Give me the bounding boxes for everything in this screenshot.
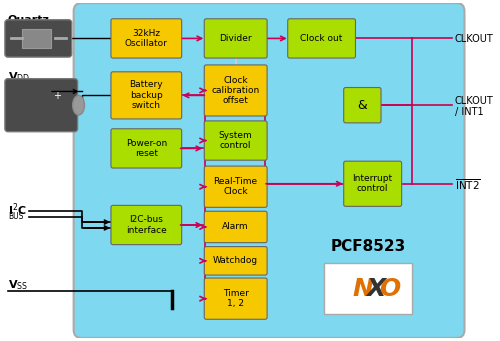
Text: Clock
calibration
offset: Clock calibration offset: [212, 76, 260, 105]
Text: Watchdog: Watchdog: [213, 256, 258, 265]
Text: 32kHz
Oscillator: 32kHz Oscillator: [125, 29, 168, 48]
FancyBboxPatch shape: [204, 211, 267, 243]
Text: Timer
1, 2: Timer 1, 2: [222, 289, 248, 308]
Text: Quartz: Quartz: [8, 15, 50, 25]
FancyBboxPatch shape: [324, 263, 412, 314]
FancyBboxPatch shape: [204, 166, 267, 207]
Text: &: &: [358, 99, 367, 112]
Text: CLKOUT: CLKOUT: [454, 96, 494, 106]
FancyBboxPatch shape: [5, 20, 71, 57]
FancyBboxPatch shape: [288, 19, 356, 58]
Text: Clock out: Clock out: [300, 34, 343, 43]
FancyBboxPatch shape: [111, 129, 182, 168]
Text: Interrupt
control: Interrupt control: [352, 174, 393, 193]
FancyBboxPatch shape: [111, 72, 182, 119]
FancyBboxPatch shape: [344, 161, 402, 206]
Text: Power-on
reset: Power-on reset: [126, 139, 167, 158]
Text: PCF8523: PCF8523: [330, 239, 406, 254]
FancyBboxPatch shape: [344, 88, 381, 123]
FancyBboxPatch shape: [111, 205, 182, 244]
Text: / INT1: / INT1: [454, 107, 484, 117]
Text: +: +: [53, 91, 61, 102]
FancyBboxPatch shape: [74, 3, 464, 338]
FancyBboxPatch shape: [204, 247, 267, 275]
FancyBboxPatch shape: [5, 79, 78, 132]
FancyBboxPatch shape: [204, 19, 267, 58]
Text: I2C-bus
interface: I2C-bus interface: [126, 215, 166, 235]
Text: I$^2$C: I$^2$C: [8, 202, 26, 218]
Ellipse shape: [72, 95, 85, 115]
Text: Alarm: Alarm: [222, 222, 249, 232]
Text: Battery
backup
switch: Battery backup switch: [130, 80, 163, 110]
FancyBboxPatch shape: [204, 278, 267, 319]
Bar: [22, 29, 51, 48]
Text: System
control: System control: [219, 131, 252, 150]
Text: N: N: [353, 277, 374, 301]
Text: CLKOUT: CLKOUT: [454, 34, 494, 44]
FancyBboxPatch shape: [204, 121, 267, 160]
FancyBboxPatch shape: [111, 19, 182, 58]
Text: X: X: [366, 277, 386, 301]
Text: V$_{\rm DD}$: V$_{\rm DD}$: [8, 70, 30, 84]
Text: V$_{\rm SS}$: V$_{\rm SS}$: [8, 278, 28, 292]
FancyBboxPatch shape: [204, 65, 267, 116]
Text: Real-Time
Clock: Real-Time Clock: [214, 177, 258, 196]
Text: Divider: Divider: [220, 34, 252, 43]
Text: O: O: [379, 277, 400, 301]
Text: BUS: BUS: [8, 212, 23, 221]
Text: $\overline{\rm INT2}$: $\overline{\rm INT2}$: [454, 177, 480, 192]
